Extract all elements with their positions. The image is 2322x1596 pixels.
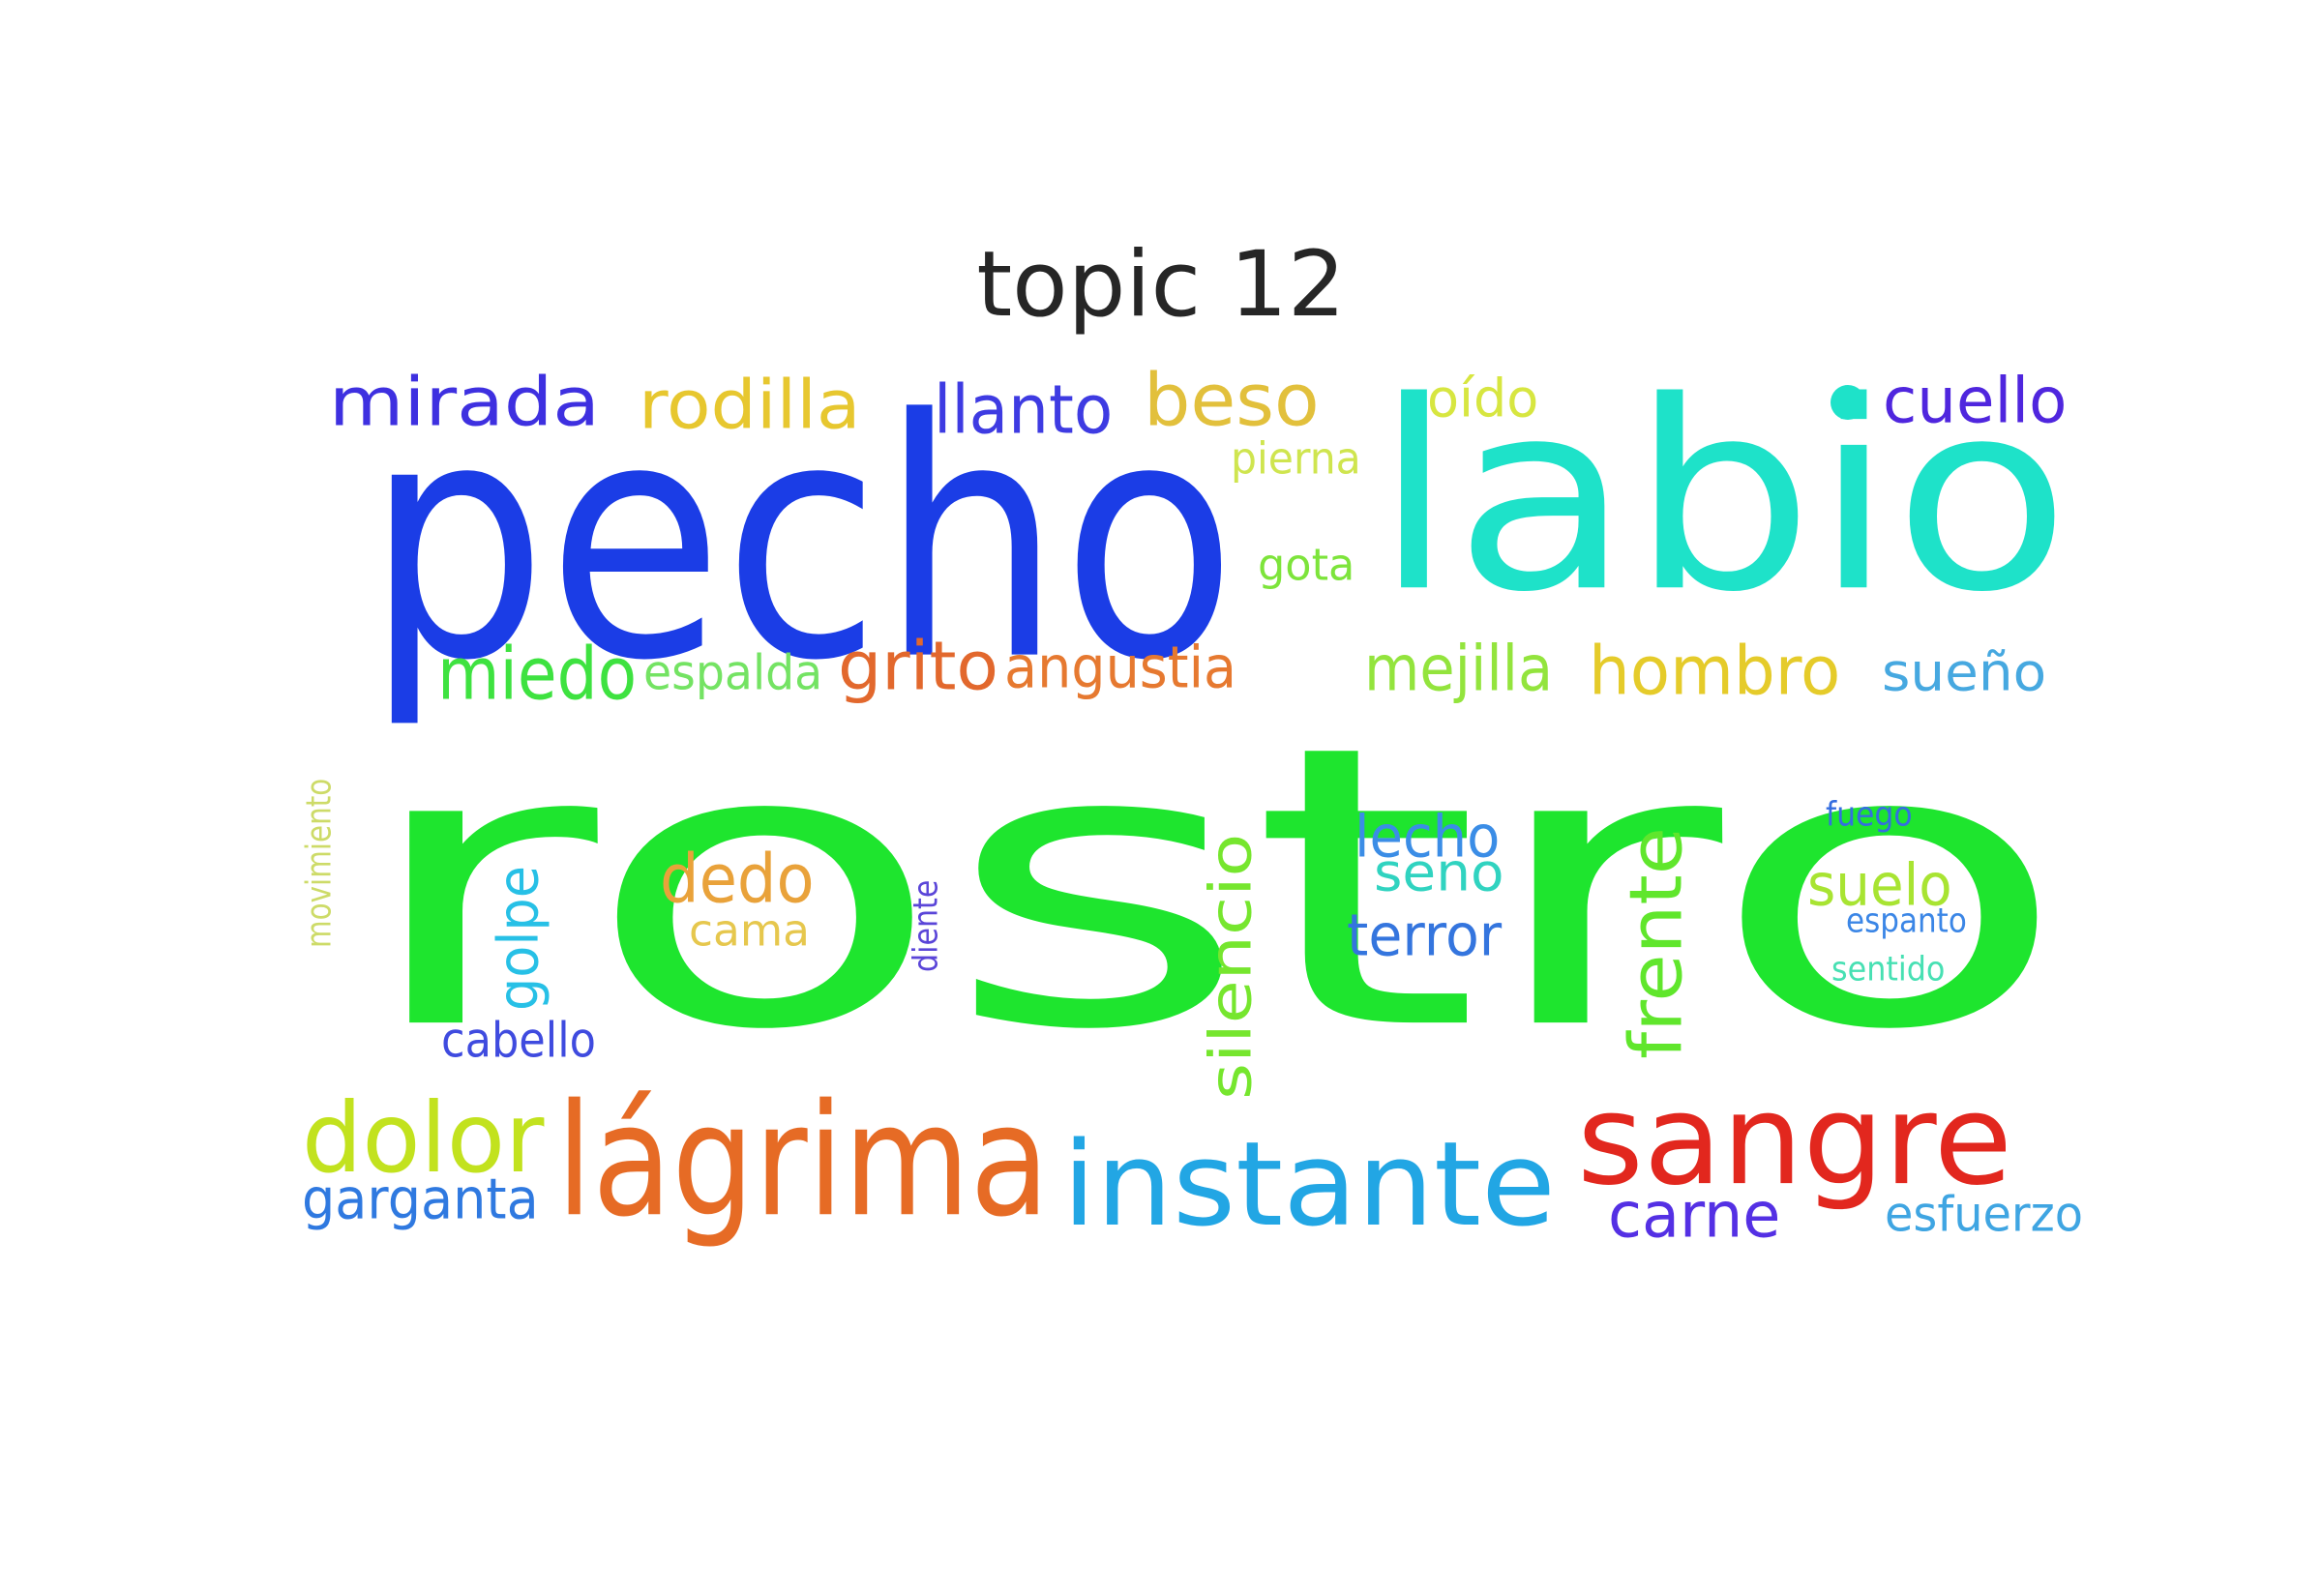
cloud-word: garganta [302,1167,539,1232]
cloud-word: frente [1614,826,1699,1059]
cloud-dot [1831,385,1865,420]
cloud-word: fuego [1826,794,1913,834]
cloud-word: hombro [1589,633,1841,711]
cloud-word: beso [1144,358,1320,443]
cloud-word: dolor [302,1081,545,1195]
cloud-word: mejilla [1364,633,1554,706]
figure-title: topic 12 [976,232,1346,338]
cloud-word: grito [838,628,999,706]
cloud-word: dedo [660,841,815,919]
cloud-word: cabello [441,1013,596,1069]
cloud-word: pierna [1231,433,1361,485]
cloud-word: labio [1374,345,2070,649]
cloud-word: esfuerzo [1885,1187,2083,1243]
cloud-word: movimiento [298,778,339,948]
cloud-word: silencio [1197,833,1265,1100]
cloud-word: rostro [356,664,2069,1115]
cloud-word: instante [1062,1116,1556,1253]
cloud-word: lecho [1354,803,1501,871]
cloud-word: llanto [934,371,1114,450]
cloud-word: lágrima [556,1070,1050,1252]
cloud-word: sentido [1831,949,1946,989]
cloud-word: sueño [1882,640,2047,703]
cloud-word: espalda [643,645,823,701]
cloud-word: angustia [1004,634,1237,701]
cloud-word: miedo [437,632,638,717]
cloud-word: terror [1347,901,1503,969]
cloud-word: sangre [1577,1067,2013,1214]
cloud-word: mirada [329,364,600,442]
cloud-word: diente [906,879,945,972]
cloud-word: suelo [1807,851,1952,919]
cloud-word: espanto [1846,901,1967,940]
cloud-word: carne [1608,1179,1781,1253]
cloud-word: golpe [486,866,551,1011]
cloud-word: oído [1427,367,1539,429]
cloud-word: pecho [366,350,1237,733]
cloud-word: gota [1258,540,1355,591]
cloud-word: cuello [1883,365,2068,438]
cloud-word: seno [1374,841,1504,903]
cloud-word: cama [689,905,810,957]
cloud-word: rodilla [639,367,861,445]
